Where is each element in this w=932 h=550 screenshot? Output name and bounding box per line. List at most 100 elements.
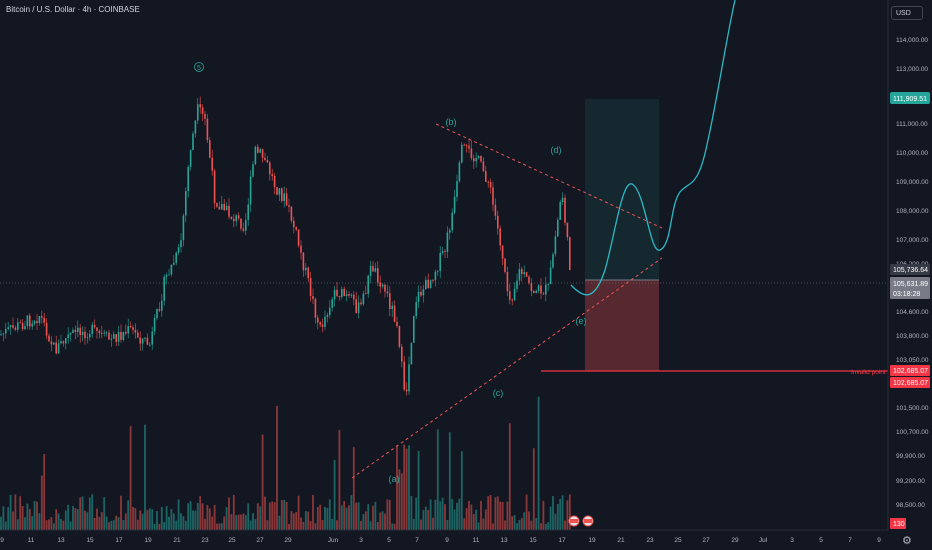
volume-bar xyxy=(525,494,528,530)
volume-bar xyxy=(369,521,372,530)
volume-bar xyxy=(177,499,180,530)
volume-bar xyxy=(410,495,413,530)
price-tick: 113,000.00 xyxy=(896,66,928,73)
volume-bar xyxy=(16,519,19,530)
volume-bar xyxy=(91,494,94,530)
last-price-label: 105,736.64 xyxy=(890,264,930,275)
long-position-stop-zone[interactable] xyxy=(585,280,659,371)
candle-body xyxy=(134,329,137,333)
projection-path[interactable] xyxy=(570,0,736,296)
volume-bar xyxy=(105,516,108,530)
svg-text:102,685.07: 102,685.07 xyxy=(893,380,928,387)
volume-bar xyxy=(127,500,130,530)
long-position-profit-zone[interactable] xyxy=(585,99,659,280)
volume-bar xyxy=(225,507,228,530)
candle-body xyxy=(273,175,276,188)
volume-bar xyxy=(36,501,38,530)
candle-body xyxy=(540,285,542,294)
candle-body xyxy=(36,321,38,324)
candle-body xyxy=(494,204,497,216)
candle-body xyxy=(259,149,261,153)
volume-bar xyxy=(542,500,545,530)
volume-bar xyxy=(480,500,482,530)
wave-d-label: (d) xyxy=(551,145,562,155)
volume-bar xyxy=(556,503,559,530)
volume-bar xyxy=(405,448,408,530)
volume-bar xyxy=(360,520,362,530)
candle-body xyxy=(552,254,554,268)
candle-body xyxy=(163,276,165,301)
candle-body xyxy=(425,279,427,290)
volume-bar xyxy=(540,523,542,530)
price-tick: 98,500.00 xyxy=(896,502,925,509)
volume-bar xyxy=(319,504,322,530)
candle-body xyxy=(156,309,158,319)
candle-body xyxy=(401,346,403,362)
candle-body xyxy=(175,252,177,263)
volume-bar xyxy=(415,497,418,530)
candle-body xyxy=(93,324,96,328)
candle-body xyxy=(393,305,396,322)
volume-bar xyxy=(501,501,504,530)
candle-body xyxy=(117,331,120,342)
candle-body xyxy=(240,218,242,229)
price-tick: 104,600.00 xyxy=(896,309,929,316)
time-tick: 7 xyxy=(848,537,852,544)
candle-body xyxy=(427,279,429,289)
volume-bar xyxy=(216,523,218,530)
candle-body xyxy=(461,144,463,163)
volume-bar xyxy=(232,494,235,530)
candle-body xyxy=(26,315,29,327)
candle-body xyxy=(362,293,365,305)
price-tick: 103,800.00 xyxy=(896,333,929,340)
symbol-title[interactable]: Bitcoin / U.S. Dollar · 4h · COINBASE xyxy=(6,5,140,14)
volume-bar xyxy=(362,514,365,530)
volume-bar xyxy=(223,516,226,530)
candle-body xyxy=(554,236,557,255)
candle-body xyxy=(98,330,101,334)
volume-bar xyxy=(146,510,149,530)
event-icons[interactable] xyxy=(568,515,594,527)
candle-body xyxy=(197,104,199,121)
volume-bar xyxy=(88,497,91,530)
volume-bar xyxy=(172,513,175,530)
volume-bar xyxy=(151,509,154,530)
volume-bar xyxy=(120,495,122,530)
candle-body xyxy=(271,174,273,176)
time-tick: 15 xyxy=(529,537,537,544)
candle-body xyxy=(429,280,432,289)
volume-bar xyxy=(429,499,432,530)
time-tick: 29 xyxy=(284,537,292,544)
volume-bar xyxy=(266,520,269,530)
volume-bar xyxy=(297,495,300,530)
volume-bar xyxy=(523,512,526,530)
currency-button[interactable]: USD xyxy=(891,6,923,20)
candle-body xyxy=(84,331,86,339)
candle-body xyxy=(357,302,360,313)
volume-bar xyxy=(218,523,221,530)
candle-body xyxy=(470,148,473,159)
volume-bar xyxy=(129,426,132,530)
volume-bar xyxy=(117,517,120,530)
volume-bar xyxy=(81,496,84,530)
candle-body xyxy=(312,296,314,299)
time-axis[interactable]: 9 11 13 15 17 19 21 23 25 27 29 Jun 3 5 7 9 11 13 15 17 19 21… xyxy=(0,537,881,544)
candle-body xyxy=(300,245,302,253)
candle-body xyxy=(113,334,115,339)
volume-bar xyxy=(153,523,156,530)
candle-body xyxy=(129,326,132,328)
volume-bar xyxy=(283,499,286,530)
volume-bar xyxy=(309,521,312,530)
volume-bar xyxy=(384,513,386,530)
svg-text:03:18:28: 03:18:28 xyxy=(893,291,920,298)
gear-icon[interactable]: ⚙ xyxy=(902,535,912,547)
target-price-label: 111,909.51 xyxy=(890,92,930,104)
candle-body xyxy=(348,294,350,296)
volume-bar xyxy=(192,510,194,530)
volume-bar xyxy=(62,520,65,530)
candle-body xyxy=(398,326,401,347)
price-tick: 99,900.00 xyxy=(896,453,925,460)
candle-body xyxy=(91,324,93,335)
volume-bar xyxy=(237,514,240,530)
